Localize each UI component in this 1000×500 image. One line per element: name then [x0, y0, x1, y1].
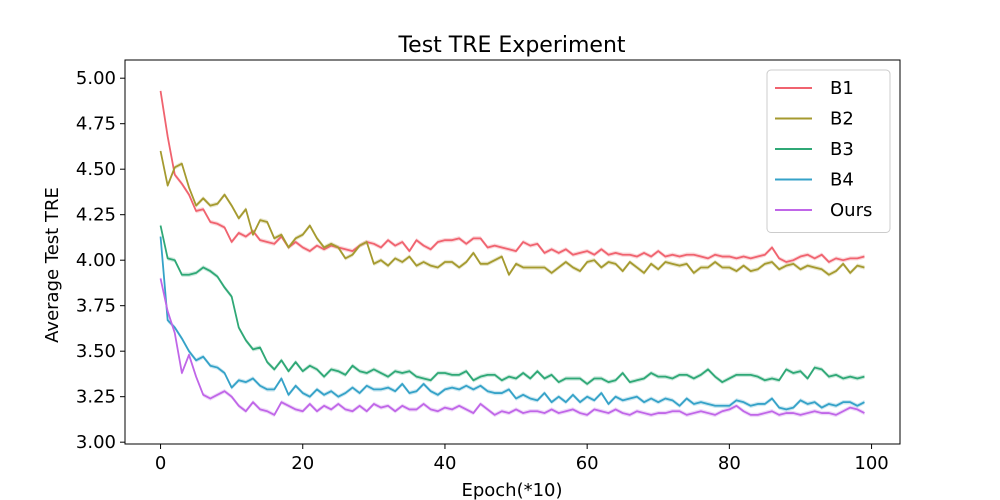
x-tick-label: 20	[291, 453, 314, 474]
series-band-b1	[160, 88, 865, 265]
y-axis-label: Average Test TRE	[42, 187, 63, 343]
y-tick-label: 4.00	[76, 250, 116, 271]
chart-title: Test TRE Experiment	[397, 33, 625, 58]
x-axis: 0 20 40 60 80 100	[155, 444, 889, 474]
series-band-b2	[160, 148, 865, 277]
y-tick-label: 3.25	[76, 387, 116, 408]
y-axis: 3.00 3.25 3.50 3.75 4.00 4.25 4.50 4.75 5.00	[76, 68, 125, 453]
series-line-b3	[159, 225, 865, 385]
x-tick-label: 80	[718, 453, 741, 474]
series-line-b2	[159, 150, 865, 276]
y-tick-label: 4.75	[76, 114, 116, 135]
y-tick-label: 4.25	[76, 205, 116, 226]
plot-area	[124, 59, 901, 445]
legend-label-b4: B4	[830, 170, 854, 191]
x-axis-label: Epoch(*10)	[461, 480, 562, 500]
series-band-b4	[160, 234, 865, 412]
legend: B1 B2 B3 B4 Ours	[766, 69, 891, 233]
series-line-ours	[159, 278, 865, 416]
y-tick-label: 5.00	[76, 68, 116, 89]
series-line-b1	[159, 90, 865, 263]
y-tick-label: 3.00	[76, 432, 116, 453]
x-tick-label: 100	[854, 453, 888, 474]
x-tick-label: 0	[155, 453, 166, 474]
y-tick-label: 3.75	[76, 296, 116, 317]
legend-label-b1: B1	[830, 78, 854, 99]
y-tick-label: 4.50	[76, 159, 116, 180]
x-tick-label: 40	[434, 453, 457, 474]
plot-frame	[124, 59, 901, 445]
y-tick-label: 3.50	[76, 341, 116, 362]
legend-label-b3: B3	[830, 139, 854, 160]
x-tick-label: 60	[576, 453, 599, 474]
legend-label-b2: B2	[830, 109, 854, 130]
legend-label-ours: Ours	[830, 200, 872, 221]
legend-box	[766, 69, 891, 233]
series-line-b4	[159, 236, 865, 411]
